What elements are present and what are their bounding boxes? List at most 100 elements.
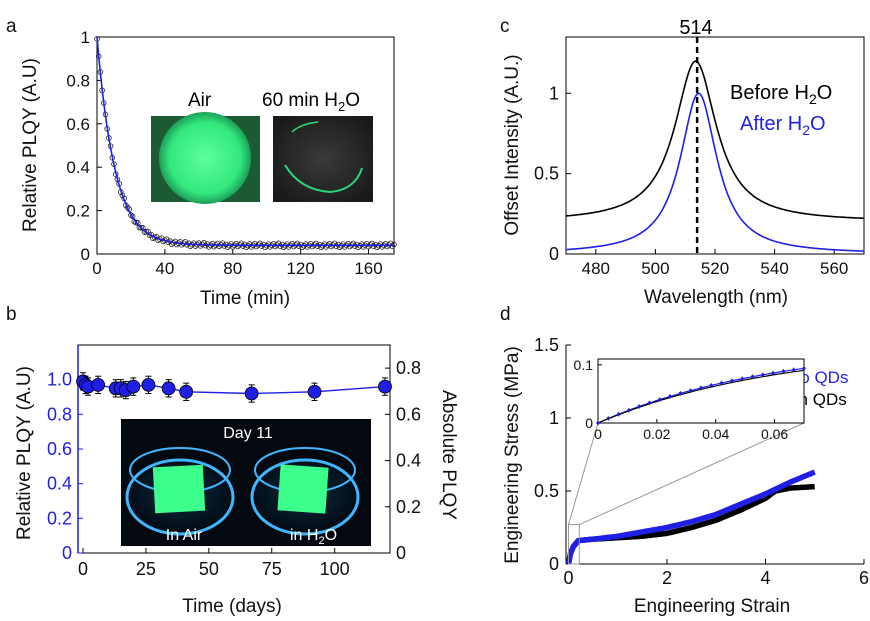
panel-d-inset-point (606, 416, 610, 421)
panel-a-ytick-label: 0 (81, 245, 90, 264)
panel-d-ytick-label: 0.5 (534, 481, 559, 501)
in-water-label: in H2O (290, 527, 337, 547)
panel-d-inset-point (668, 394, 672, 398)
panel-d-inset-xtick-label: 0.04 (702, 426, 729, 442)
panel-a-xtick-label: 80 (223, 259, 242, 278)
panel-d-ytick-label: 0 (549, 554, 559, 574)
panel-b-point (161, 381, 176, 396)
panel-b-ytick-label-left: 0 (62, 543, 72, 563)
panel-d-xtick-label: 0 (563, 568, 573, 588)
panel-c-after-line (565, 92, 864, 252)
panel-d-inset-point (740, 377, 744, 381)
panel-a-letter: a (6, 16, 17, 37)
panel-c-plot-box (565, 36, 865, 255)
panel-a-xtick-label: 40 (155, 259, 174, 278)
panel-a-plot-box (96, 36, 395, 255)
panel-d-inset-xtick-label: 0.02 (643, 426, 670, 442)
panel-c-xlabel: Wavelength (nm) (644, 287, 788, 308)
panel-b-letter: b (6, 304, 17, 325)
panel-b-xtick-label: 75 (262, 559, 282, 579)
panel-a: Time (min) Relative PLQY (A.U) 0 40 80 120 1… (20, 28, 397, 309)
panel-d: No QDs With QDs Engineering Strain Engin… (502, 335, 869, 617)
panel-c-letter: c (500, 16, 510, 37)
water-photo (273, 116, 373, 202)
water-photo-edge-top (291, 121, 319, 133)
panel-d-zoom-box (567, 524, 580, 565)
panel-d-inset-point (730, 379, 734, 383)
panel-b-ytick-label-right: 0.2 (396, 497, 421, 517)
panel-c-ylabel: Offset Intensity (A.U.) (502, 54, 523, 235)
panel-a-point (128, 212, 134, 218)
panel-b-point (244, 386, 259, 401)
panel-a-insets: Air 60 min H2O (151, 90, 373, 204)
panel-b-point (91, 377, 106, 392)
panel-b-ytick-label-left: 0.2 (47, 508, 72, 528)
legend-after: After H2O (740, 113, 826, 138)
panel-c-xtick-label: 480 (582, 259, 610, 278)
panel-b-ytick-label-right: 0.6 (396, 404, 421, 424)
panel-d-ytick-label: 1.5 (534, 335, 559, 355)
panel-b-ytick-label-left: 0.6 (47, 439, 72, 459)
panel-d-xtick-label: 4 (760, 568, 770, 588)
panel-d-inset-ytick-label: 0 (585, 415, 593, 431)
water-inset-label: 60 min H2O (262, 90, 360, 114)
panel-d-inset-point (637, 404, 641, 409)
panel-d-xtick-label: 2 (662, 568, 672, 588)
panel-a-point (129, 213, 136, 220)
panel-b-ylabel-right: Absolute PLQY (438, 390, 459, 520)
panel-d-inset-point (647, 401, 652, 405)
panel-d-inset-point (761, 373, 765, 377)
panel-b-ytick-label-left: 0.8 (47, 404, 72, 424)
panel-d-inset-point (627, 408, 631, 412)
panel-d-noqds-curve (565, 469, 817, 565)
panel-d-xlabel: Engineering Strain (634, 596, 790, 617)
panel-d-inset-box (597, 358, 805, 424)
panel-b-point (179, 384, 194, 399)
panel-d-inset-point (596, 421, 600, 425)
panel-d-ylabel: Engineering Stress (MPa) (502, 346, 523, 564)
panel-b-ytick-label-right: 0.8 (396, 358, 421, 378)
panel-b-ytick-label-right: 0 (396, 543, 406, 563)
panel-b-xtick-label: 100 (320, 559, 350, 579)
panel-d-inset-point (792, 368, 796, 372)
panel-d-inset-xtick-label: 0.06 (761, 426, 788, 442)
panel-d-inset-point (658, 397, 662, 402)
film-air (152, 464, 206, 514)
panel-c-ytick-label: 1 (549, 83, 559, 103)
panel-c: 514 Before H2O After H2O Wavelength (nm)… (502, 17, 865, 308)
panel-d-xtick-label: 6 (859, 568, 869, 588)
panel-d-inset-point (709, 383, 713, 387)
panel-a-ytick-label: 0.8 (66, 71, 90, 90)
panel-d-inset-xtick-label: 0 (594, 426, 602, 442)
panel-d-inset-point (771, 371, 775, 375)
panel-a-xtick-label: 120 (286, 259, 314, 278)
panel-a-fit-line (96, 36, 394, 247)
panel-a-point (389, 243, 396, 249)
panel-a-point (124, 204, 131, 211)
panel-b-point (378, 379, 392, 394)
panel-b-point (141, 377, 156, 392)
air-photo-glow (159, 112, 251, 204)
panel-c-xtick-label: 540 (760, 259, 788, 278)
panel-b-ytick-label-right: 0.4 (396, 451, 421, 471)
panel-b-xlabel: Time (days) (182, 596, 282, 617)
legend-before: Before H2O (730, 82, 832, 107)
panel-d-inset-point (781, 369, 786, 373)
panel-d-inset-ytick-label: 0.1 (574, 357, 594, 373)
panel-c-ytick-label: 0.5 (534, 164, 559, 184)
panel-c-xtick-label: 520 (701, 259, 729, 278)
panel-d-inset-point (689, 388, 693, 393)
panel-d-inset-point (699, 386, 703, 390)
panel-b: Time (days) Relative PLQY (A.U) Absolute… (14, 344, 459, 617)
panel-c-xtick-label: 560 (820, 259, 848, 278)
peak-label: 514 (679, 17, 712, 39)
panel-a-ytick-label: 0.6 (66, 115, 90, 134)
panel-d-inset-point (720, 381, 724, 385)
panel-b-point (126, 379, 141, 394)
panel-b-ylabel-left: Relative PLQY (A.U) (14, 366, 35, 540)
panel-d-letter: d (500, 304, 511, 325)
panel-b-xtick-label: 0 (78, 559, 88, 579)
panel-b-ytick-label-left: 0.4 (47, 474, 72, 494)
panel-a-ytick-label: 0.4 (66, 158, 90, 177)
air-inset-label: Air (188, 90, 212, 111)
